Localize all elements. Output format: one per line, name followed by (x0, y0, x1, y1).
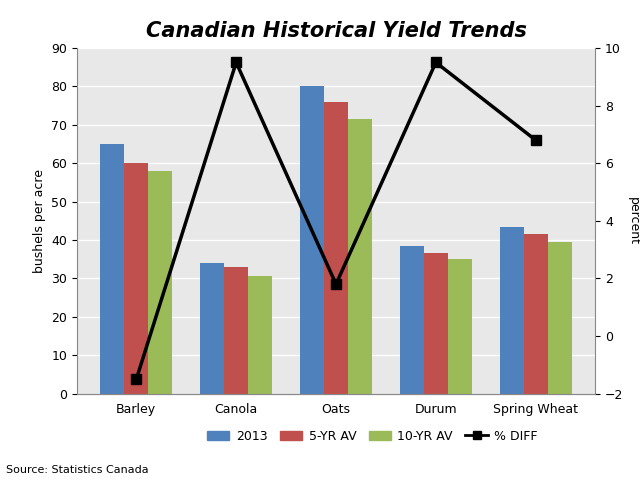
Bar (148, 171, 172, 394)
Bar (348, 119, 372, 394)
Bar (224, 267, 248, 394)
Bar (448, 259, 472, 394)
Y-axis label: percent: percent (627, 197, 640, 245)
Y-axis label: bushels per acre: bushels per acre (33, 169, 45, 273)
Text: Source: Statistics Canada: Source: Statistics Canada (6, 465, 149, 475)
Bar (324, 102, 348, 394)
Bar (500, 227, 524, 394)
Bar (424, 253, 448, 394)
Bar (200, 263, 224, 394)
Legend: 2013, 5-YR AV, 10-YR AV, % DIFF: 2013, 5-YR AV, 10-YR AV, % DIFF (202, 425, 543, 448)
Bar (100, 144, 124, 394)
Bar (524, 234, 548, 394)
Bar (248, 276, 272, 394)
Bar (400, 246, 424, 394)
Bar (124, 163, 148, 394)
Bar (548, 242, 572, 394)
Bar (300, 86, 324, 394)
Title: Canadian Historical Yield Trends: Canadian Historical Yield Trends (145, 21, 527, 41)
